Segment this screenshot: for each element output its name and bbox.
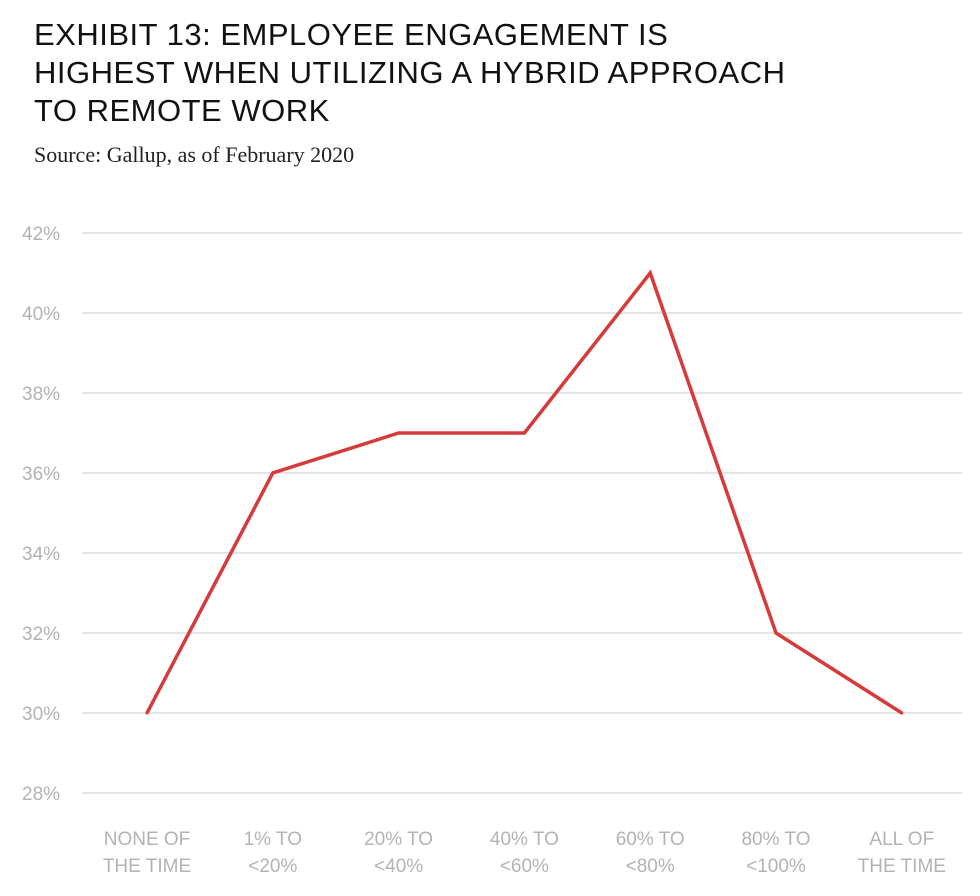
x-tick-label: 1% TO bbox=[244, 829, 302, 850]
x-tick-label: <20% bbox=[248, 856, 297, 877]
data-point bbox=[397, 431, 401, 435]
x-tick-label: <80% bbox=[626, 856, 675, 877]
data-point bbox=[271, 471, 275, 475]
y-tick-label: 34% bbox=[22, 544, 60, 565]
y-tick-label: 38% bbox=[22, 384, 60, 405]
x-tick-label: 40% TO bbox=[490, 829, 559, 850]
x-tick-label: <100% bbox=[746, 856, 806, 877]
chart-source-note: Source: Gallup, as of February 2020 bbox=[34, 142, 355, 167]
y-tick-label: 42% bbox=[22, 224, 60, 245]
chart-title: EXHIBIT 13: EMPLOYEE ENGAGEMENT IS HIGHE… bbox=[34, 16, 934, 130]
series-line bbox=[145, 269, 903, 715]
x-tick-label: 20% TO bbox=[364, 829, 433, 850]
y-tick-label: 32% bbox=[22, 624, 60, 645]
y-tick-label: 28% bbox=[22, 784, 60, 805]
y-tick-label: 40% bbox=[22, 304, 60, 325]
data-point bbox=[648, 271, 652, 275]
x-tick-label: THE TIME bbox=[103, 856, 191, 877]
x-tick-label: NONE OF bbox=[104, 829, 191, 850]
x-tick-label: ALL OF bbox=[869, 829, 934, 850]
data-point bbox=[145, 711, 149, 715]
x-tick-label: <60% bbox=[500, 856, 549, 877]
x-tick-label: 60% TO bbox=[616, 829, 685, 850]
y-tick-label: 36% bbox=[22, 464, 60, 485]
chart-title-line: EXHIBIT 13: EMPLOYEE ENGAGEMENT IS bbox=[34, 17, 669, 52]
chart-title-line: TO REMOTE WORK bbox=[34, 93, 330, 128]
x-tick-label: THE TIME bbox=[858, 856, 946, 877]
x-tick-label: <40% bbox=[374, 856, 423, 877]
chart-title-line: HIGHEST WHEN UTILIZING A HYBRID APPROACH bbox=[34, 55, 786, 90]
data-point bbox=[522, 431, 526, 435]
y-tick-label: 30% bbox=[22, 704, 60, 725]
x-tick-label: 80% TO bbox=[741, 829, 810, 850]
data-point bbox=[900, 711, 904, 715]
data-point bbox=[774, 631, 778, 635]
